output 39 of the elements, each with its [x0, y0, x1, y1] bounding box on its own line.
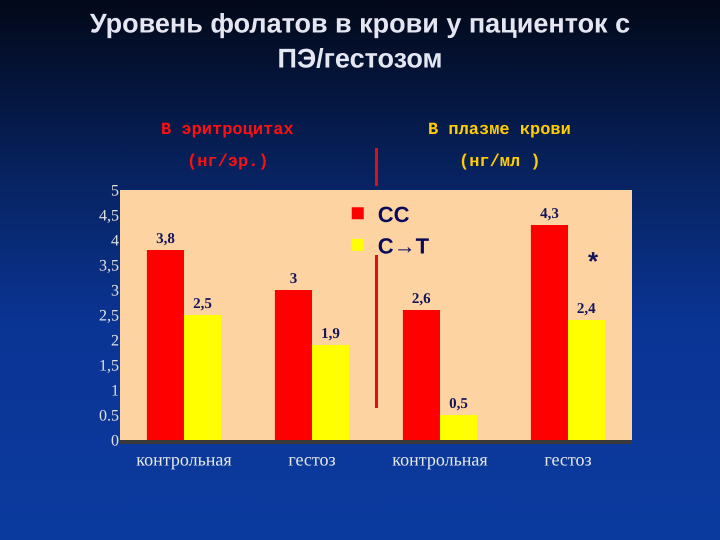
bar: [146, 250, 184, 440]
bar: [402, 310, 440, 440]
chart-title: Уровень фолатов в крови у пациенток с ПЭ/гестозом: [90, 8, 630, 74]
data-label: 0,5: [449, 396, 468, 412]
data-label: 3,8: [156, 231, 175, 247]
y-tick-label: 3: [111, 282, 119, 300]
y-tick-label: 4: [111, 232, 119, 250]
y-tick-label: 4,5: [99, 208, 119, 225]
text: В эритроцитах: [161, 121, 294, 140]
data-label: 3: [290, 271, 298, 287]
bar: [274, 290, 312, 440]
data-label: 2,6: [412, 291, 432, 307]
x-tick-label: гестоз: [288, 450, 336, 470]
text: (нг/эр.): [187, 153, 269, 172]
bar: [312, 345, 350, 440]
y-tick-label: 2,5: [99, 308, 119, 325]
y-tick-label: 3,5: [99, 258, 119, 275]
text: В плазме крови: [428, 121, 571, 140]
data-label: 2,5: [193, 296, 212, 312]
x-tick-label: контрольная: [392, 450, 488, 470]
y-tick-label: 0: [111, 432, 119, 450]
y-tick-label: 2: [111, 332, 119, 350]
bar: [440, 415, 478, 440]
x-tick-label: гестоз: [544, 450, 592, 470]
bar: [184, 315, 222, 440]
bar: [530, 225, 568, 440]
y-tick-label: 0.5: [99, 408, 119, 425]
y-tick-label: 5: [111, 182, 119, 200]
bar: [568, 320, 606, 440]
legend-label: C→T: [378, 233, 430, 258]
data-label: 4,3: [540, 206, 559, 222]
annotation: *: [588, 246, 599, 276]
data-label: 2,4: [576, 301, 596, 317]
x-tick-label: контрольная: [136, 450, 232, 470]
legend-label: CC: [378, 202, 410, 227]
data-label: 1,9: [321, 326, 340, 342]
y-tick-label: 1: [111, 382, 119, 400]
text: (нг/мл ): [459, 153, 541, 172]
y-tick-label: 1,5: [99, 358, 119, 375]
